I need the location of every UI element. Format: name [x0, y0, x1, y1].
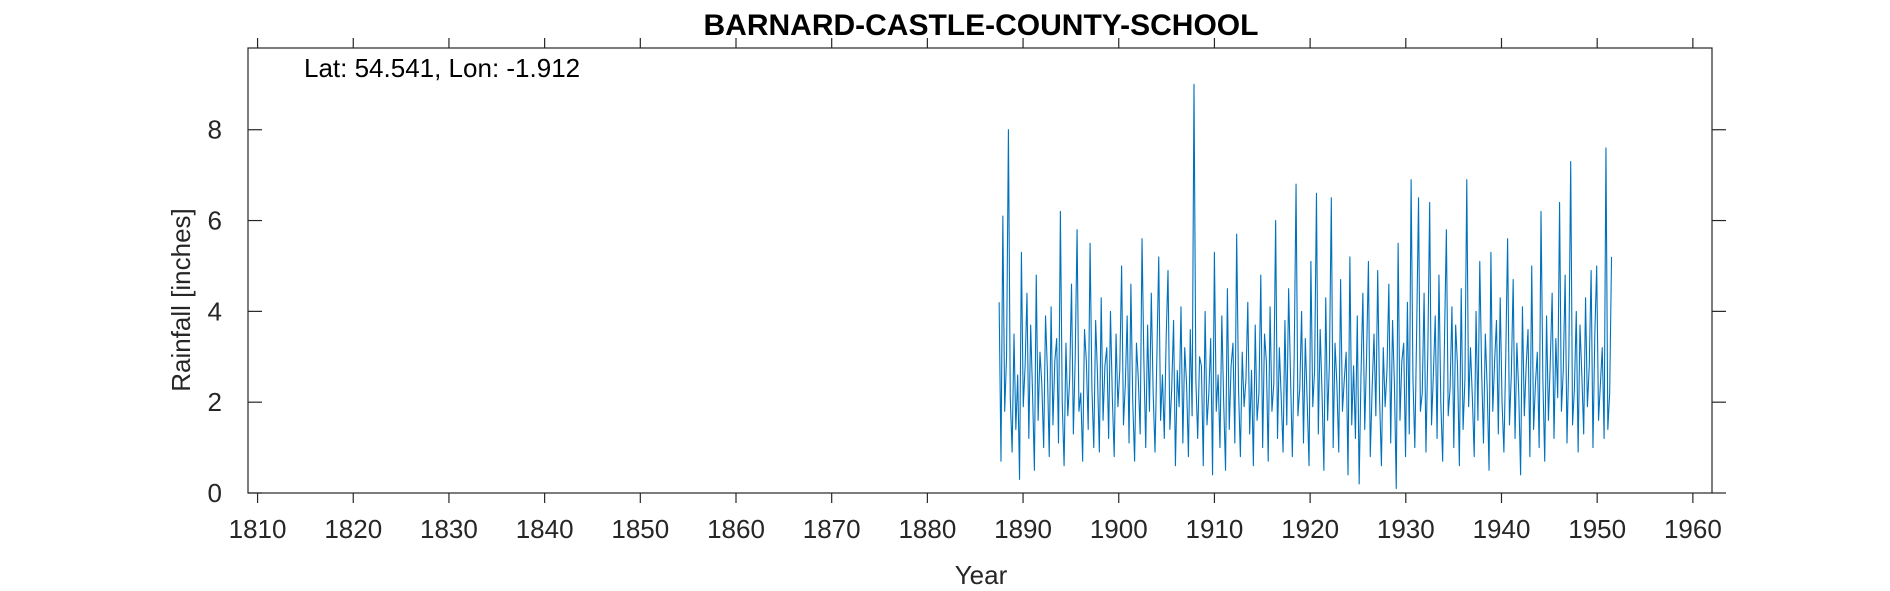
x-tick-label: 1830: [420, 514, 478, 544]
x-tick-label: 1900: [1090, 514, 1148, 544]
y-tick-label: 8: [208, 115, 222, 145]
x-tick-label: 1950: [1568, 514, 1626, 544]
y-axis: 0 2 4 6 8: [208, 115, 1726, 508]
plot-frame: [247, 47, 1713, 494]
x-tick-label: 1840: [516, 514, 574, 544]
series-layer: [998, 83, 1613, 490]
location-annotation: Lat: 54.541, Lon: -1.912: [304, 53, 580, 83]
y-tick-label: 6: [208, 206, 222, 236]
x-tick-label: 1960: [1664, 514, 1722, 544]
y-tick-label: 2: [208, 387, 222, 417]
y-tick-label: 0: [208, 478, 222, 508]
x-tick-label: 1810: [229, 514, 287, 544]
x-tick-label: 1890: [994, 514, 1052, 544]
x-tick-label: 1910: [1186, 514, 1244, 544]
x-tick-label: 1880: [898, 514, 956, 544]
x-tick-label: 1850: [611, 514, 669, 544]
x-tick-label: 1870: [803, 514, 861, 544]
x-tick-label: 1820: [324, 514, 382, 544]
x-axis-label: Year: [955, 560, 1008, 590]
x-tick-label: 1920: [1281, 514, 1339, 544]
chart-title: BARNARD-CASTLE-COUNTY-SCHOOL: [704, 9, 1259, 42]
rainfall-series-line: [998, 83, 1613, 490]
x-tick-label: 1860: [707, 514, 765, 544]
x-axis: 1810 1820 1830 1840 1850 1860 1870 1880 1890 1900…: [229, 38, 1722, 544]
y-axis-label: Rainfall [inches]: [166, 208, 196, 392]
y-tick-label: 4: [208, 296, 222, 326]
plot-area-box: [247, 47, 1713, 494]
x-tick-label: 1930: [1377, 514, 1435, 544]
x-tick-label: 1940: [1473, 514, 1531, 544]
